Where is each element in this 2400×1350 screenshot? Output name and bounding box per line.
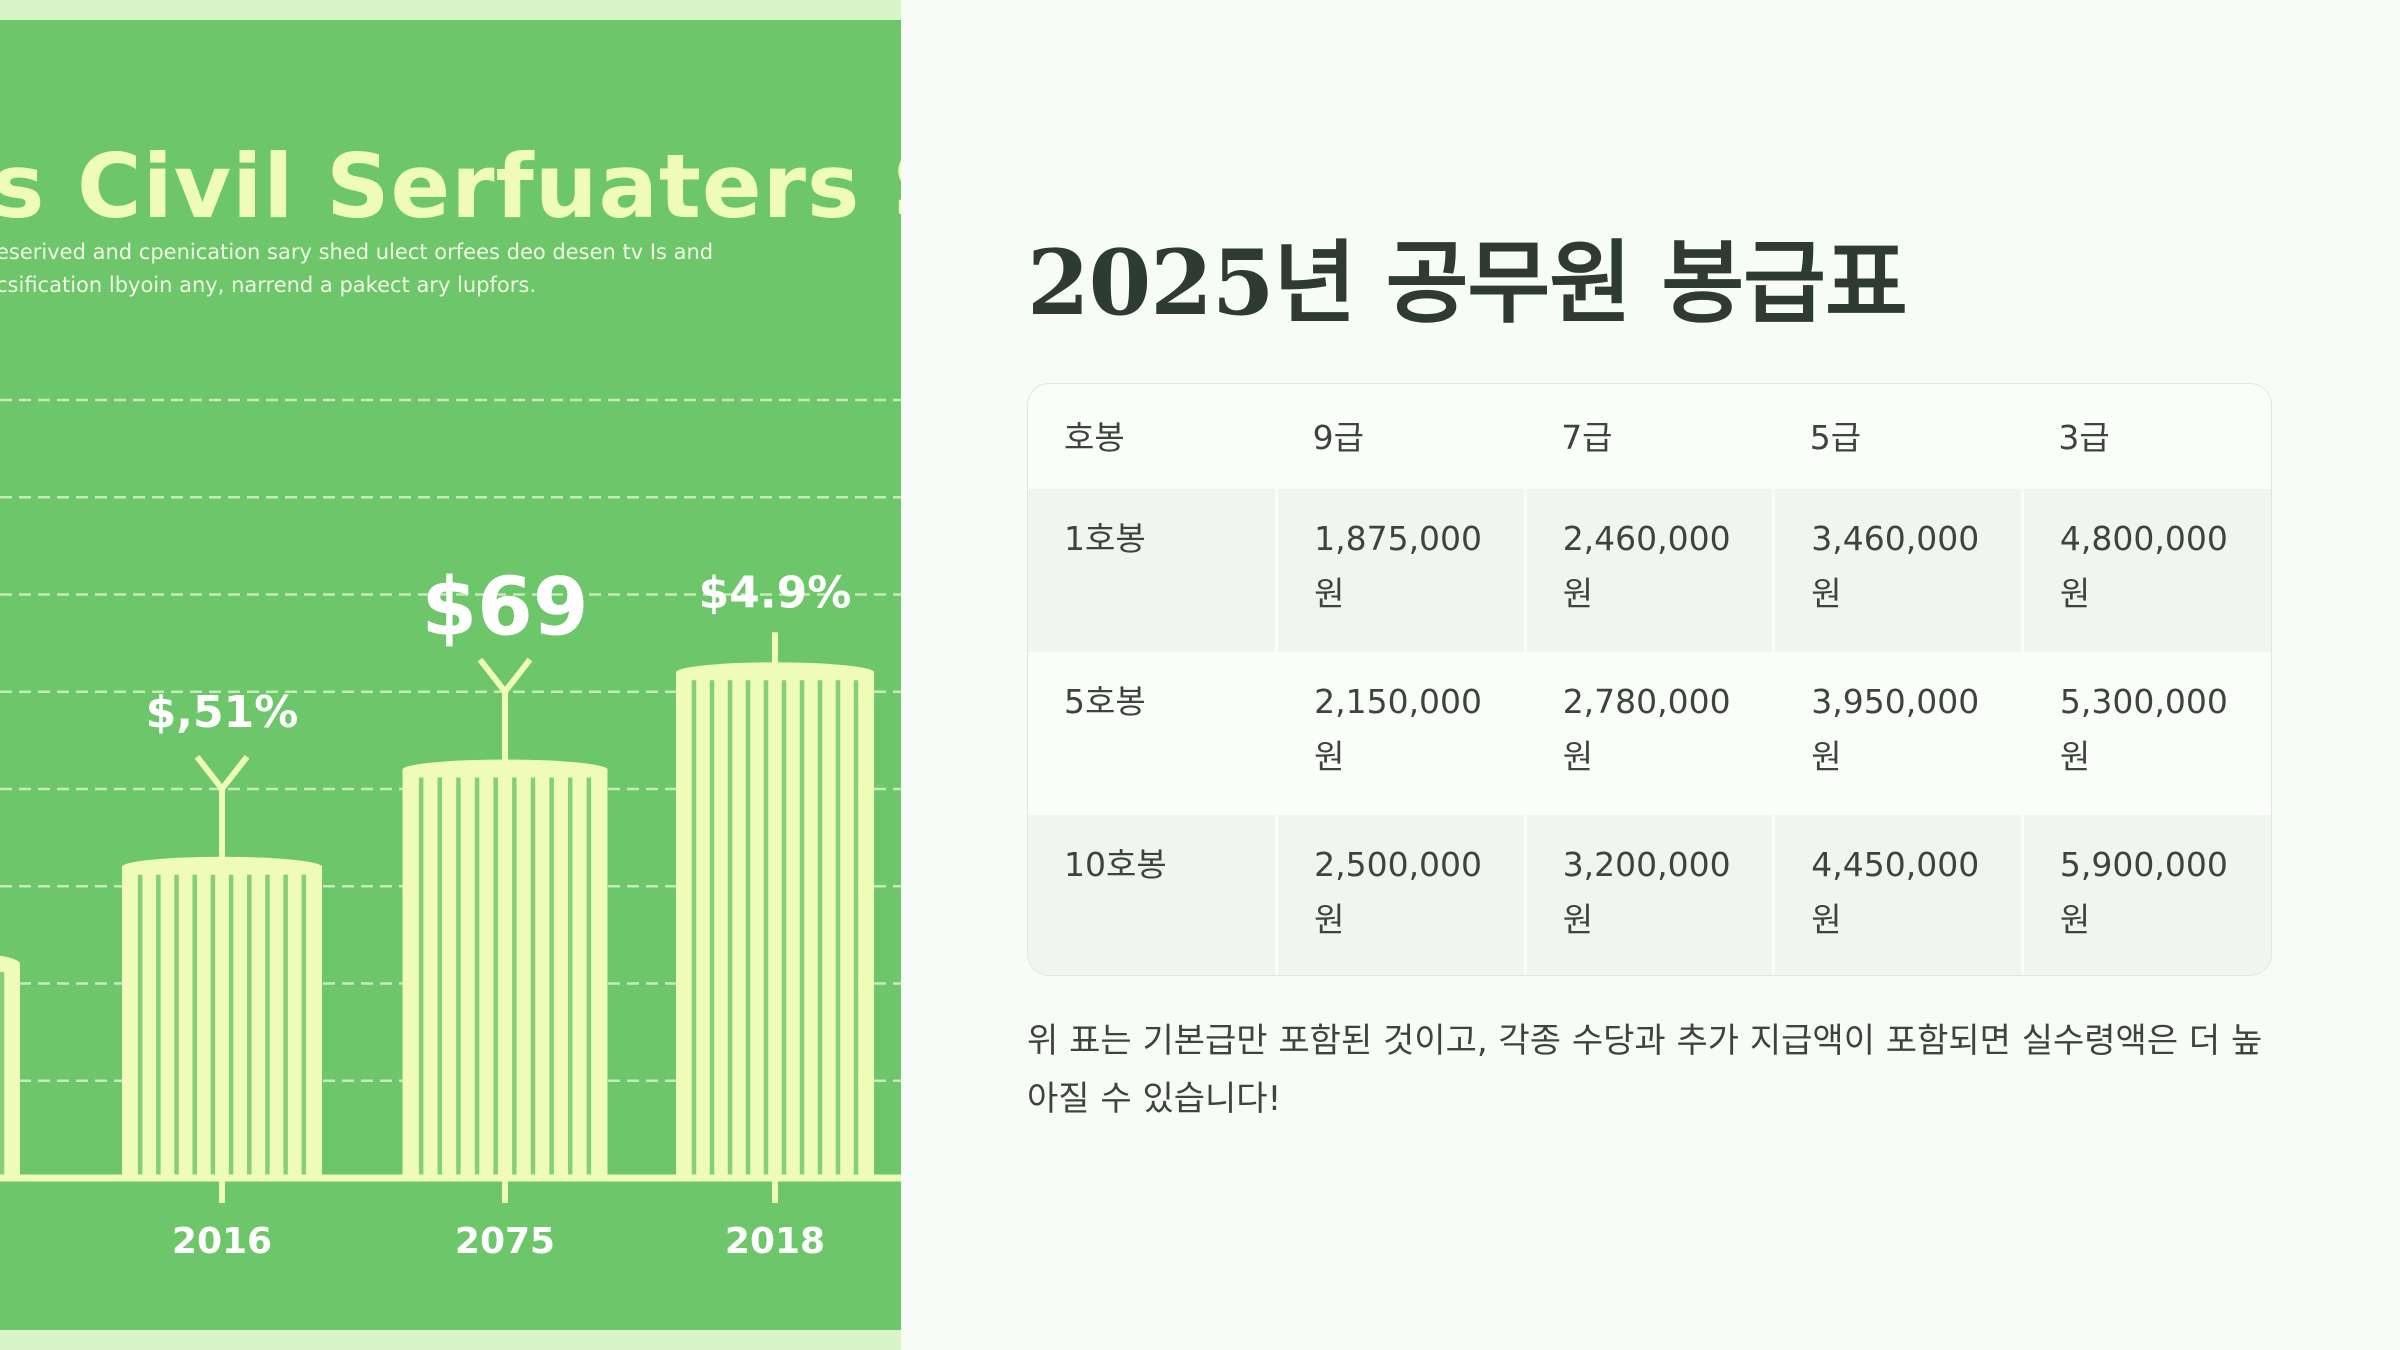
data-label: $,51% (146, 687, 299, 738)
tick-label: 2016 (172, 1221, 272, 1262)
bar-body (122, 866, 322, 1178)
cell-grade-9: 2,150,000원 (1275, 652, 1526, 815)
salary-table: 호봉 9급 7급 5급 3급 1호봉 1,875,000원 2,460,000원… (1027, 383, 2272, 976)
data-label: $4.9% (699, 567, 852, 618)
chart-axis (0, 1174, 901, 1203)
bar-body (0, 964, 20, 1178)
chart-bar (402, 657, 608, 1178)
cell-grade-7: 2,780,000원 (1523, 652, 1774, 815)
table-row: 5호봉 2,150,000원 2,780,000원 3,950,000원 5,3… (1028, 652, 2271, 815)
bar-body (676, 672, 874, 1178)
cell-grade-9: 1,875,000원 (1275, 489, 1526, 652)
bar-cap (0, 955, 20, 973)
header-grade-5: 5급 (1809, 418, 1862, 457)
header-grade-7: 7급 (1561, 418, 1613, 457)
cell-step: 5호봉 (1028, 652, 1277, 815)
page-title: 2025년 공무원 봉급표 (1027, 230, 1908, 336)
cell-grade-3: 5,900,000원 (2020, 815, 2271, 975)
table-row: 10호봉 2,500,000원 3,200,000원 4,450,000원 5,… (1028, 815, 2271, 975)
chart-bar (122, 754, 322, 1178)
tick-label: 2075 (455, 1221, 555, 1262)
header-step: 호봉 (1064, 418, 1125, 457)
bar-antenna-fork (194, 754, 250, 794)
cell-grade-7: 3,200,000원 (1523, 815, 1774, 975)
cell-grade-5: 4,450,000원 (1772, 815, 2023, 975)
cell-grade-5: 3,460,000원 (1772, 489, 2023, 652)
cell-grade-7: 2,460,000원 (1523, 489, 1774, 652)
table-row: 1호봉 1,875,000원 2,460,000원 3,460,000원 4,8… (1028, 489, 2271, 652)
cell-grade-5: 3,950,000원 (1772, 652, 2023, 815)
chart-subtitle-line-1: eserived and cpenication sary shed ulect… (0, 240, 714, 264)
header-grade-3: 3급 (2058, 418, 2110, 457)
footnote-text: 위 표는 기본급만 포함된 것이고, 각종 수당과 추가 지급액이 포함되면 실… (1027, 1021, 2263, 1119)
header-grade-9: 9급 (1312, 418, 1364, 457)
cell-grade-9: 2,500,000원 (1275, 815, 1526, 975)
bar-body (402, 769, 608, 1178)
cell-step: 1호봉 (1028, 489, 1277, 652)
chart-bars (0, 632, 874, 1178)
table-header-row: 호봉 9급 7급 5급 3급 (1028, 384, 2271, 489)
tick-label: 2018 (725, 1221, 825, 1262)
cell-grade-3: 4,800,000원 (2020, 489, 2271, 652)
bar-antenna-fork (477, 657, 533, 697)
data-label: $69 (422, 561, 589, 654)
chart-title: s Civil Serfuaters S (0, 135, 901, 238)
cell-grade-3: 5,300,000원 (2020, 652, 2271, 815)
chart-bar (0, 955, 20, 1178)
chart-bar (676, 632, 874, 1178)
chart-subtitle-line-2: csification lbyoin any, narrend a pakect… (0, 273, 537, 297)
cell-step: 10호봉 (1028, 815, 1277, 975)
